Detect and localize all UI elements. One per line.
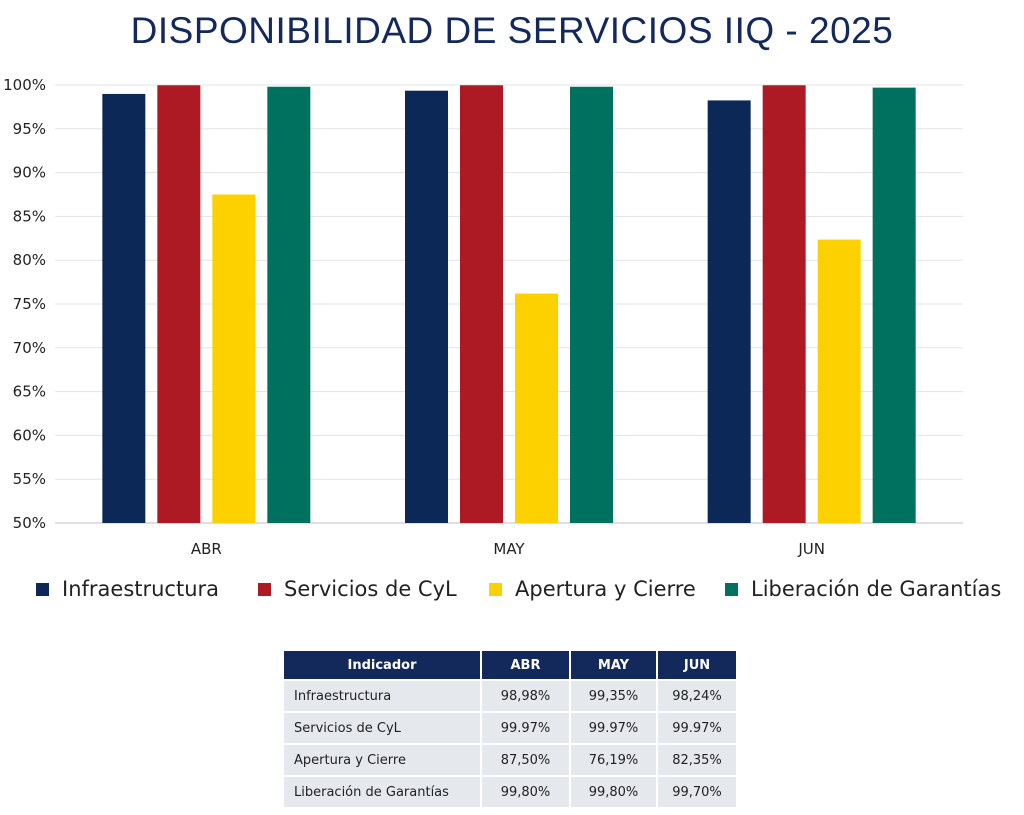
legend-label: Infraestructura bbox=[62, 577, 220, 601]
table-cell: 82,35% bbox=[658, 745, 736, 775]
legend-item-infraestructura: Infraestructura bbox=[36, 577, 219, 601]
table-cell: 99,80% bbox=[571, 777, 656, 807]
y-tick-label: 65% bbox=[13, 383, 46, 401]
bar-may-1 bbox=[460, 85, 503, 523]
y-tick-label: 50% bbox=[13, 514, 46, 532]
bar-abr-0 bbox=[102, 93, 146, 523]
table-row: Apertura y Cierre 87,50% 76,19% 82,35% bbox=[284, 745, 736, 775]
x-tick-label: JUN bbox=[797, 540, 825, 558]
chart-title: DISPONIBILIDAD DE SERVICIOS IIQ - 2025 bbox=[130, 10, 894, 51]
bar-chart: 50% 55% 60% 65% 70% 75% 80% 85% 90% 95% 100% ABR MA… bbox=[3, 76, 963, 558]
table-row: Liberación de Garantías 99,80% 99,80% 99… bbox=[284, 777, 736, 807]
table-cell: 99,35% bbox=[571, 681, 656, 711]
y-tick-label: 70% bbox=[13, 339, 46, 357]
y-tick-label: 75% bbox=[13, 295, 46, 313]
bar-jun-1 bbox=[762, 85, 806, 523]
table-cell: 99.97% bbox=[571, 713, 656, 743]
y-axis-ticks: 50% 55% 60% 65% 70% 75% 80% 85% 90% 95% 100% bbox=[3, 76, 46, 532]
table-cell-indicator: Apertura y Cierre bbox=[284, 745, 480, 775]
grid-lines bbox=[55, 84, 963, 524]
legend-item-apertura: Apertura y Cierre bbox=[489, 577, 696, 601]
table-cell: 76,19% bbox=[571, 745, 656, 775]
bar-may-3 bbox=[570, 86, 613, 523]
legend-swatch bbox=[489, 582, 502, 596]
table-cell: 99,80% bbox=[482, 777, 569, 807]
bar-abr-1 bbox=[157, 85, 201, 523]
table-cell-indicator: Liberación de Garantías bbox=[284, 777, 480, 807]
y-tick-label: 55% bbox=[13, 470, 46, 488]
table-cell: 99.97% bbox=[482, 713, 569, 743]
bar-abr-2 bbox=[212, 194, 256, 523]
bar-may-2 bbox=[515, 293, 558, 523]
legend-swatch bbox=[258, 582, 271, 596]
y-tick-label: 60% bbox=[13, 426, 46, 444]
y-tick-label: 80% bbox=[13, 251, 46, 269]
legend-item-servicios: Servicios de CyL bbox=[258, 577, 457, 601]
bar-jun-0 bbox=[707, 100, 751, 523]
x-tick-label: ABR bbox=[191, 540, 222, 558]
table-cell: 98,98% bbox=[482, 681, 569, 711]
table-row: Servicios de CyL 99.97% 99.97% 99.97% bbox=[284, 713, 736, 743]
y-tick-label: 90% bbox=[13, 164, 46, 182]
chart-legend: Infraestructura Servicios de CyL Apertur… bbox=[0, 577, 1024, 607]
bar-jun-3 bbox=[872, 87, 916, 524]
table-cell-indicator: Infraestructura bbox=[284, 681, 480, 711]
legend-label: Apertura y Cierre bbox=[515, 577, 696, 601]
legend-label: Servicios de CyL bbox=[284, 577, 457, 601]
y-tick-label: 100% bbox=[3, 76, 46, 94]
x-axis-ticks: ABR MAY JUN bbox=[191, 540, 825, 558]
table-cell: 98,24% bbox=[658, 681, 736, 711]
bars bbox=[102, 85, 916, 524]
bar-may-0 bbox=[405, 90, 448, 523]
y-tick-label: 85% bbox=[13, 207, 46, 225]
data-table: Indicador ABR MAY JUN Infraestructura 98… bbox=[282, 649, 738, 809]
legend-swatch bbox=[725, 582, 738, 596]
table-cell: 99.97% bbox=[658, 713, 736, 743]
y-tick-label: 95% bbox=[13, 120, 46, 138]
table-cell-indicator: Servicios de CyL bbox=[284, 713, 480, 743]
x-tick-label: MAY bbox=[493, 540, 525, 558]
table-row: Infraestructura 98,98% 99,35% 98,24% bbox=[284, 681, 736, 711]
table-cell: 99,70% bbox=[658, 777, 736, 807]
table-header-cell: JUN bbox=[658, 651, 736, 679]
table-cell: 87,50% bbox=[482, 745, 569, 775]
table-header-cell: ABR bbox=[482, 651, 569, 679]
legend-item-liberacion: Liberación de Garantías bbox=[725, 577, 1001, 601]
legend-label: Liberación de Garantías bbox=[751, 577, 1002, 601]
bar-abr-3 bbox=[267, 86, 311, 523]
legend-swatch bbox=[36, 582, 49, 596]
table-header-row: Indicador ABR MAY JUN bbox=[284, 651, 736, 679]
table-header-cell: MAY bbox=[571, 651, 656, 679]
bar-jun-2 bbox=[817, 239, 861, 523]
table-header-cell: Indicador bbox=[284, 651, 480, 679]
